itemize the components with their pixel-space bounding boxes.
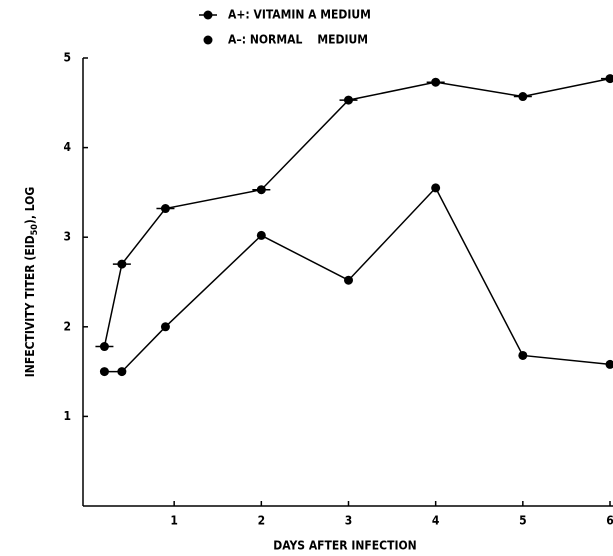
y-tick-label: 2 (63, 319, 71, 333)
x-tick-label: 3 (345, 514, 353, 528)
data-point (426, 77, 445, 87)
data-point (518, 350, 528, 360)
y-axis-label: INFECTIVITY TITER (EID50), LOG (23, 187, 40, 378)
legend-marker (199, 10, 217, 20)
x-axis-label: DAYS AFTER INFECTION (273, 539, 416, 553)
x-tick-label: 1 (170, 514, 178, 528)
data-point (339, 95, 358, 105)
data-point (601, 74, 613, 84)
x-tick-label: 5 (519, 514, 527, 528)
data-point (156, 204, 175, 214)
y-tick-label: 5 (63, 51, 71, 65)
y-tick-label: 3 (63, 230, 71, 244)
y-tick-label: 1 (63, 409, 71, 423)
y-axis-label-sub: 50 (30, 224, 40, 236)
legend-marker (203, 35, 213, 45)
y-axis-label-part: ), LOG (23, 187, 37, 224)
data-point (160, 322, 170, 332)
data-point (252, 185, 271, 195)
data-point (112, 259, 131, 269)
x-tick-label: 4 (432, 514, 440, 528)
legend-label: A+: VITAMIN A MEDIUM (228, 8, 371, 22)
legend-label: A–: NORMAL MEDIUM (228, 33, 368, 47)
data-point (605, 359, 613, 369)
data-point (513, 92, 532, 102)
x-tick-label: 2 (258, 514, 266, 528)
data-point (99, 367, 109, 377)
x-tick-label: 6 (606, 514, 613, 528)
data-point (256, 230, 266, 240)
data-point (117, 367, 127, 377)
y-axis-label-part: INFECTIVITY TITER (EID (23, 235, 37, 377)
y-tick-label: 4 (63, 140, 71, 154)
series-line (104, 186, 611, 373)
data-point (431, 183, 441, 193)
series-line (103, 77, 611, 347)
data-point (344, 275, 353, 285)
data-point (95, 342, 114, 352)
